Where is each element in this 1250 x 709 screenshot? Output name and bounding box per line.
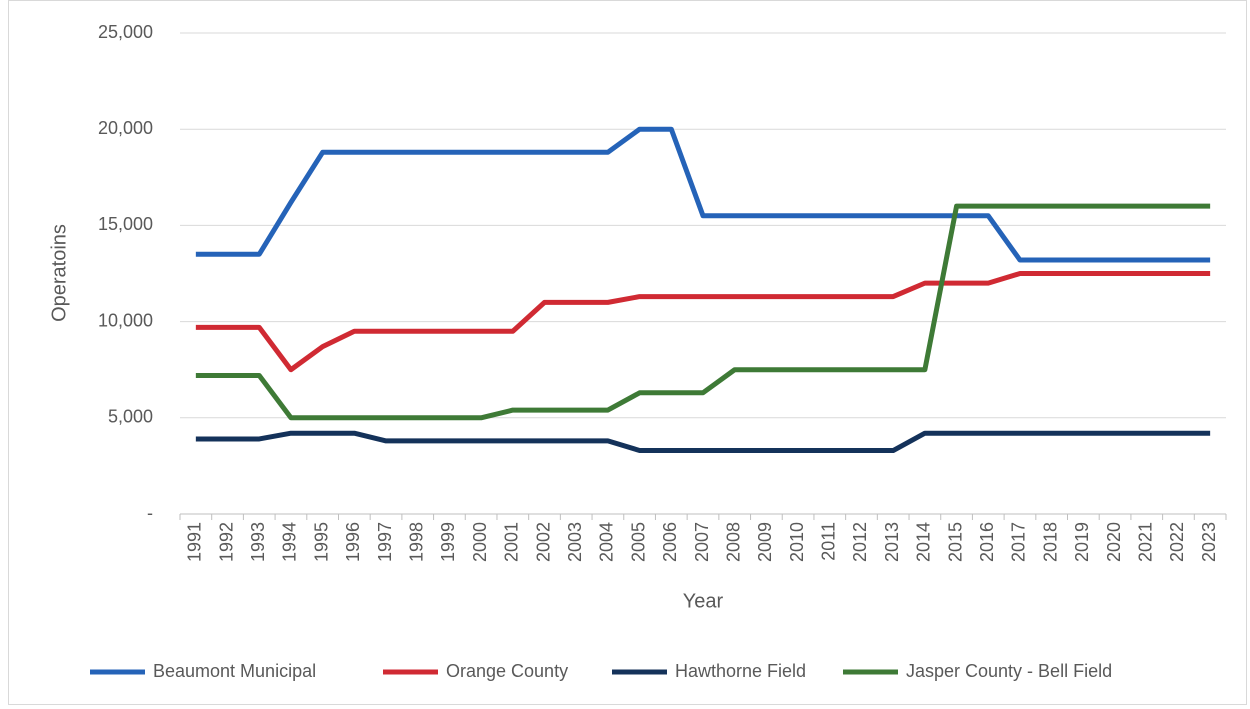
x-tick-label: 2017 xyxy=(1009,522,1029,562)
x-tick-label: 2019 xyxy=(1072,522,1092,562)
x-tick-label: 2016 xyxy=(977,522,997,562)
x-tick-label: 2007 xyxy=(692,522,712,562)
x-tick-label: 1993 xyxy=(248,522,268,562)
y-tick-label: 25,000 xyxy=(98,22,153,42)
y-tick-label: - xyxy=(147,503,153,523)
x-tick-label: 2013 xyxy=(882,522,902,562)
x-tick-label: 2012 xyxy=(850,522,870,562)
x-tick-label: 1998 xyxy=(406,522,426,562)
x-tick-label: 2008 xyxy=(723,522,743,562)
x-tick-label: 1997 xyxy=(375,522,395,562)
x-tick-label: 2021 xyxy=(1136,522,1156,562)
legend-label: Orange County xyxy=(446,661,568,681)
y-tick-label: 15,000 xyxy=(98,214,153,234)
legend-label: Beaumont Municipal xyxy=(153,661,316,681)
series-line xyxy=(195,203,1211,421)
x-tick-label: 2002 xyxy=(533,522,553,562)
x-tick-label: 2003 xyxy=(565,522,585,562)
x-axis-label: Year xyxy=(683,590,724,612)
legend-label: Jasper County - Bell Field xyxy=(906,661,1112,681)
x-tick-label: 2010 xyxy=(787,522,807,562)
y-tick-label: 10,000 xyxy=(98,310,153,330)
x-tick-label: 2000 xyxy=(470,522,490,562)
x-tick-label: 2015 xyxy=(945,522,965,562)
x-tick-label: 2001 xyxy=(502,522,522,562)
series-line xyxy=(195,271,1211,373)
x-tick-label: 2009 xyxy=(755,522,775,562)
x-tick-label: 2022 xyxy=(1167,522,1187,562)
x-tick-label: 2014 xyxy=(914,522,934,562)
x-tick-label: 1994 xyxy=(280,522,300,562)
x-tick-label: 2005 xyxy=(628,522,648,562)
series-line xyxy=(195,430,1211,454)
chart-border xyxy=(8,0,1247,705)
x-tick-label: 2020 xyxy=(1104,522,1124,562)
x-tick-label: 1991 xyxy=(185,522,205,562)
x-tick-label: 2018 xyxy=(1040,522,1060,562)
legend-label: Hawthorne Field xyxy=(675,661,806,681)
x-tick-label: 2006 xyxy=(660,522,680,562)
series-line xyxy=(195,126,1211,263)
x-tick-label: 2004 xyxy=(597,522,617,562)
x-tick-label: 1996 xyxy=(343,522,363,562)
x-tick-label: 1992 xyxy=(216,522,236,562)
x-tick-label: 2011 xyxy=(819,522,839,561)
x-tick-label: 1995 xyxy=(311,522,331,562)
y-axis-label: Operatoins xyxy=(48,224,70,322)
x-tick-label: 2023 xyxy=(1199,522,1219,562)
y-tick-label: 20,000 xyxy=(98,118,153,138)
x-tick-label: 1999 xyxy=(438,522,458,562)
y-tick-label: 5,000 xyxy=(108,407,153,427)
